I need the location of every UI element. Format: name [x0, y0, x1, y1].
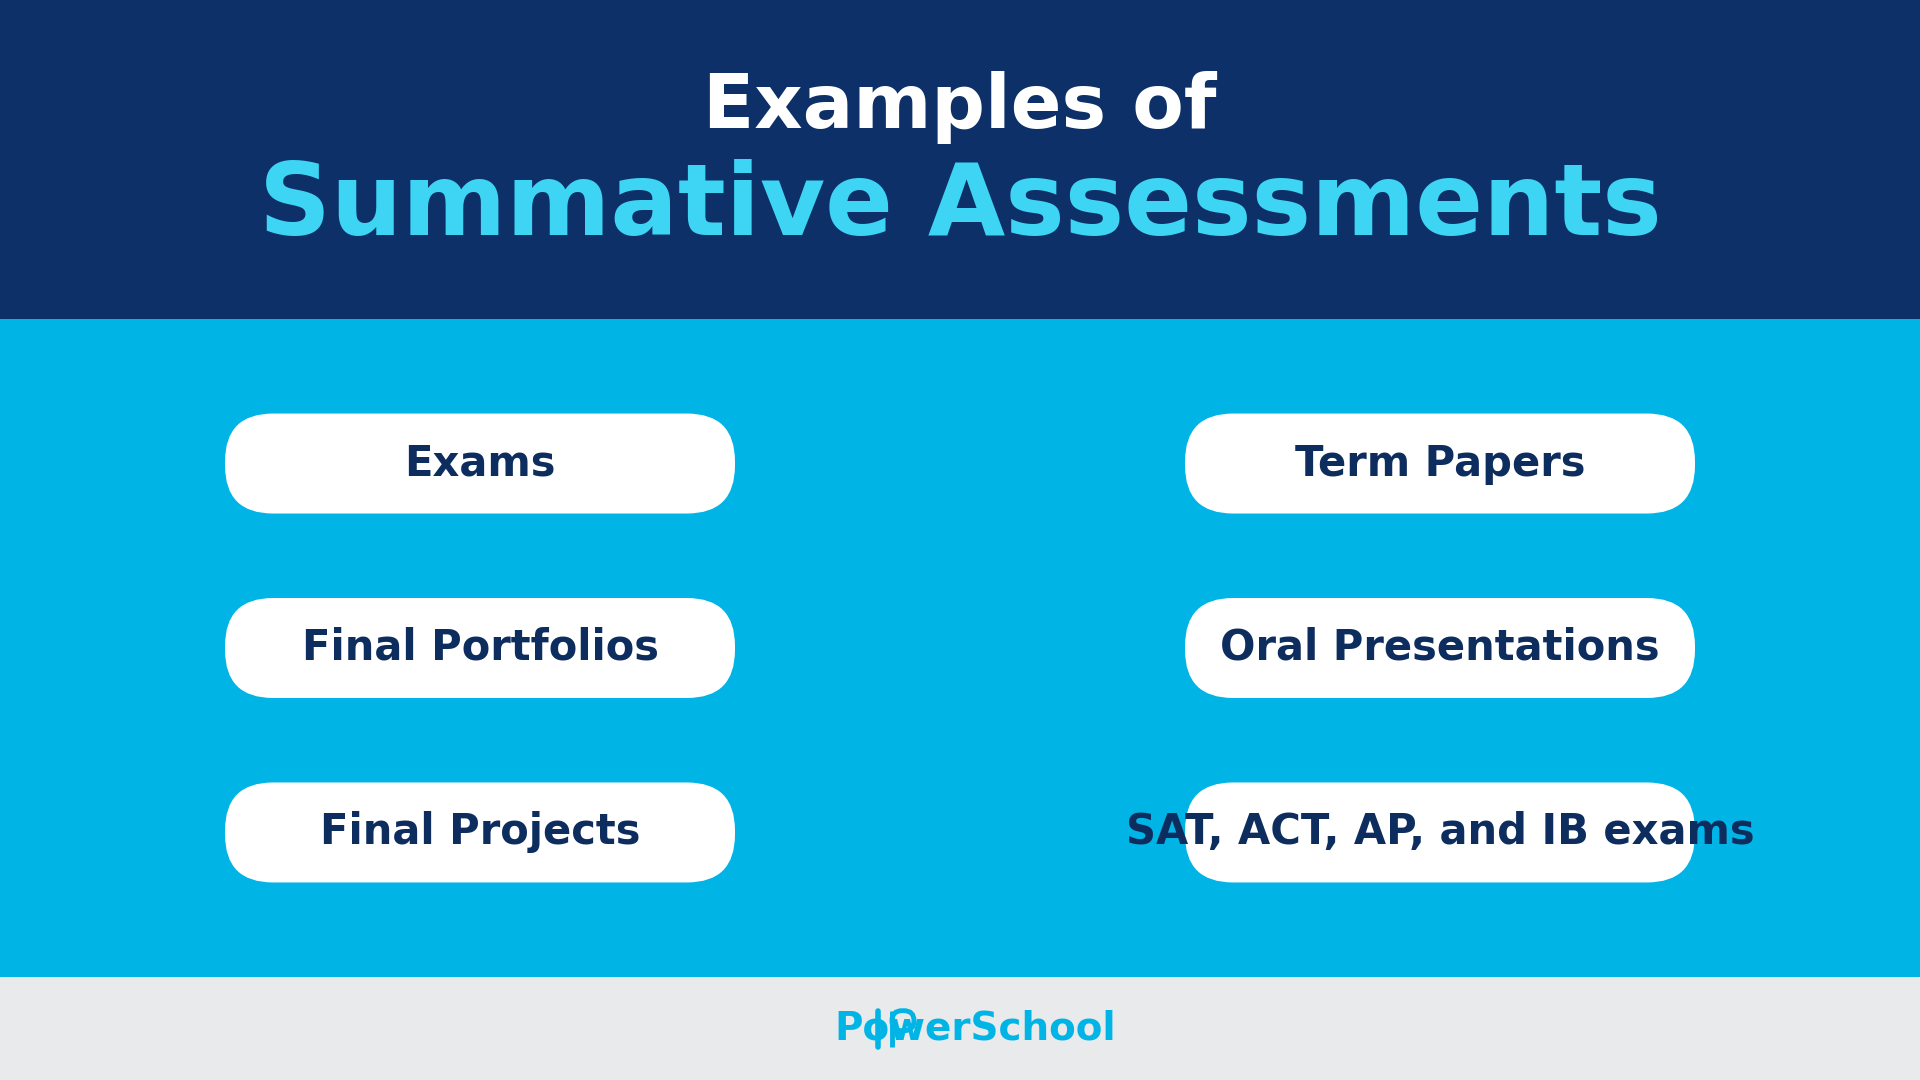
Text: Summative Assessments: Summative Assessments — [259, 159, 1661, 256]
Text: Exams: Exams — [405, 443, 555, 485]
FancyBboxPatch shape — [225, 598, 735, 698]
FancyBboxPatch shape — [0, 319, 1920, 977]
Text: Examples of: Examples of — [703, 71, 1217, 144]
FancyBboxPatch shape — [1185, 783, 1695, 882]
FancyBboxPatch shape — [225, 414, 735, 513]
FancyBboxPatch shape — [1185, 414, 1695, 513]
Text: Oral Presentations: Oral Presentations — [1221, 627, 1659, 669]
Text: Term Papers: Term Papers — [1294, 443, 1586, 485]
FancyBboxPatch shape — [225, 783, 735, 882]
FancyBboxPatch shape — [0, 0, 1920, 319]
Text: Final Projects: Final Projects — [321, 811, 639, 853]
Text: Final Portfolios: Final Portfolios — [301, 627, 659, 669]
Text: SAT, ACT, AP, and IB exams: SAT, ACT, AP, and IB exams — [1125, 811, 1755, 853]
FancyBboxPatch shape — [0, 977, 1920, 1080]
FancyBboxPatch shape — [1185, 598, 1695, 698]
Text: PowerSchool: PowerSchool — [833, 1010, 1116, 1048]
